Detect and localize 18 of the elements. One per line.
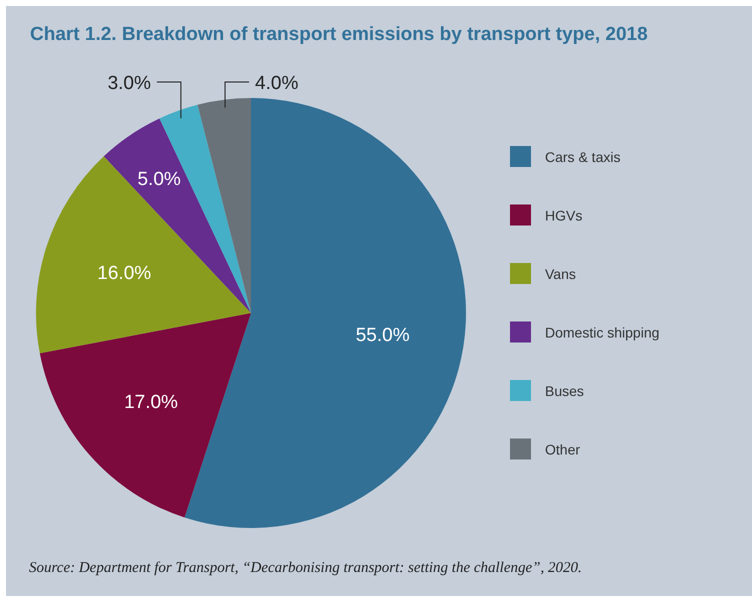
- data-label: 5.0%: [138, 168, 181, 190]
- chart-title: Chart 1.2. Breakdown of transport emissions by transport type, 2018: [30, 24, 648, 45]
- pie-slice: [198, 98, 251, 313]
- data-label: 16.0%: [97, 262, 152, 284]
- data-label: 55.0%: [356, 324, 410, 346]
- pie-slice: [36, 156, 251, 354]
- pie-slice: [40, 313, 251, 518]
- legend-label: Buses: [545, 383, 584, 399]
- data-label: 4.0%: [255, 73, 298, 94]
- pie-slice: [184, 98, 466, 528]
- legend-label: Other: [545, 442, 580, 458]
- legend-label: Vans: [545, 266, 576, 282]
- source-note: Source: Department for Transport, “Decarbonising transport: setting the challenge”, 2020.: [29, 560, 582, 576]
- data-label: 17.0%: [124, 392, 178, 414]
- legend-label: HGVs: [545, 208, 582, 224]
- data-label: 3.0%: [108, 73, 151, 94]
- legend-label: Domestic shipping: [545, 324, 660, 340]
- legend-label: Cars & taxis: [545, 149, 620, 165]
